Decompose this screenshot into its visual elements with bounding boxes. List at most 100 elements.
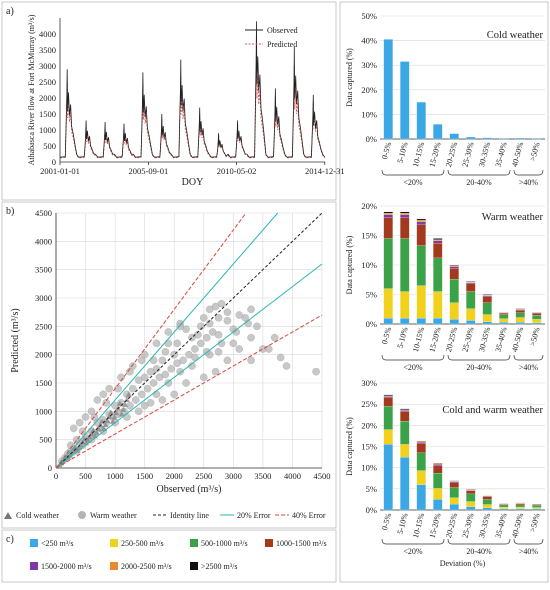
category-label: 15-20% <box>427 141 442 168</box>
stacked-bar-segment <box>384 215 393 218</box>
chart-title: Warm weather <box>482 212 544 223</box>
y-tick-label: 40% <box>361 36 377 46</box>
scatter-point <box>141 402 148 409</box>
legend-observed-label: Observed <box>267 26 298 35</box>
category-label: 0-5% <box>380 512 393 531</box>
y-tick-label: 0% <box>366 134 377 144</box>
x-tick-label: 2005-09-01 <box>129 166 169 176</box>
stacked-bar-segment <box>532 323 541 324</box>
stacked-bar-segment <box>450 266 459 267</box>
flow-class-label: 500-1000 m³/s <box>201 539 248 548</box>
stacked-bar-segment <box>400 457 409 510</box>
stacked-bar-segment <box>499 505 508 507</box>
stacked-bar-segment <box>516 504 525 505</box>
stacked-bar-segment <box>384 395 393 396</box>
category-label: 25-30% <box>460 326 475 353</box>
stacked-bar-segment <box>417 453 426 471</box>
stacked-bar-segment <box>384 430 393 445</box>
stacked-bar-segment <box>532 319 541 323</box>
stacked-bar-segment <box>532 138 541 139</box>
category-group-bracket <box>448 170 510 175</box>
stacked-bar-segment <box>433 240 442 241</box>
legend-cold-weather-marker <box>4 512 12 519</box>
y-tick-label: 30% <box>361 378 377 388</box>
scatter-point <box>277 354 284 361</box>
stacked-bar-segment <box>532 315 541 319</box>
stacked-bar-segment <box>466 282 475 283</box>
y-tick-label: 500 <box>43 141 56 151</box>
y-tick-label: 1000 <box>35 406 52 416</box>
scatter-point <box>247 334 254 341</box>
stacked-bar-segment <box>450 319 459 324</box>
flow-class-label: 2000-2500 m³/s <box>121 562 172 571</box>
category-label: 15-20% <box>427 326 442 353</box>
scatter-point <box>135 377 142 384</box>
x-tick-label: 2001-01-01 <box>40 166 80 176</box>
stacked-bar-segment <box>417 222 426 225</box>
stacked-bar-segment <box>450 488 459 498</box>
scatter-point <box>236 311 243 318</box>
category-group-label: >40% <box>519 178 539 187</box>
x-tick-label: 3000 <box>225 471 242 481</box>
y-axis-title: Athabasca River flow at Fort McMurray (m… <box>27 14 36 165</box>
stacked-bar-segment <box>384 289 393 319</box>
stacked-bar-segment <box>400 238 409 291</box>
y-tick-label: 3000 <box>35 293 52 303</box>
y-axis-title: Data captured (%) <box>345 235 354 294</box>
stacked-bar-segment <box>433 318 442 324</box>
category-group-label: <20% <box>403 178 423 187</box>
stacked-bar-segment <box>466 283 475 284</box>
stacked-bar-segment <box>384 39 393 139</box>
x-tick-label: 0 <box>54 471 58 481</box>
scatter-point <box>82 413 89 420</box>
stacked-bar-segment <box>483 297 492 303</box>
category-label: 30-35% <box>477 141 492 168</box>
stacked-bar-segment <box>433 238 442 239</box>
x-axis-title: Observed (m³/s) <box>157 484 222 495</box>
predicted-series-line <box>60 47 325 158</box>
y-tick-label: 20% <box>361 420 377 430</box>
scatter-point <box>106 385 113 392</box>
y-tick-label: 10% <box>361 109 377 119</box>
y-tick-label: 1500 <box>35 378 52 388</box>
flow-class-swatch <box>30 539 38 547</box>
legend-40-error-label: 40% Error <box>292 511 326 520</box>
stacked-bar-segment <box>450 267 459 269</box>
legend-identity-label: Identity line <box>170 511 209 520</box>
stacked-bar-segment <box>417 485 426 510</box>
stacked-bar-segment <box>433 243 442 258</box>
y-tick-label: 3500 <box>39 45 56 55</box>
scatter-point <box>123 413 130 420</box>
category-group-label: 20-40% <box>466 547 492 556</box>
stacked-bar-segment <box>433 488 442 499</box>
category-group-bracket <box>448 539 510 544</box>
y-tick-label: 10% <box>361 463 377 473</box>
scatter-point <box>70 425 77 432</box>
stacked-bar-segment <box>433 466 442 474</box>
category-label: >50% <box>528 326 542 347</box>
y-tick-label: 0 <box>48 463 52 473</box>
scatter-point <box>203 334 210 341</box>
scatter-point <box>159 357 166 364</box>
stacked-bar-segment <box>466 494 475 502</box>
y-tick-label: 15% <box>361 442 377 452</box>
legend-cold-weather-label: Cold weather <box>16 511 59 520</box>
category-group-label: 20-40% <box>466 178 492 187</box>
scatter-point <box>153 391 160 398</box>
stacked-bar-segment <box>400 218 409 239</box>
scatter-point <box>132 396 139 403</box>
y-tick-label: 2000 <box>39 93 56 103</box>
category-label: 5-10% <box>395 141 409 164</box>
category-label: 40-50% <box>510 512 525 539</box>
stacked-bar-segment <box>384 213 393 215</box>
stacked-bar-segment <box>433 292 442 319</box>
flow-class-swatch <box>265 539 273 547</box>
scatter-point <box>197 340 204 347</box>
chart-title: Cold and warm weather <box>442 405 543 416</box>
stacked-bar-segment <box>400 213 409 215</box>
stacked-bar-segment <box>450 482 459 483</box>
stacked-bar-segment <box>384 212 393 213</box>
